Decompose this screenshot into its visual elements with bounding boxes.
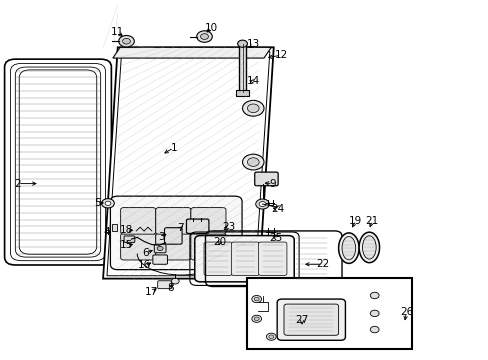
FancyBboxPatch shape [156, 233, 190, 260]
Text: 5: 5 [94, 198, 101, 208]
FancyBboxPatch shape [190, 233, 225, 260]
Circle shape [369, 292, 378, 299]
FancyBboxPatch shape [277, 299, 345, 340]
FancyBboxPatch shape [10, 63, 105, 261]
Circle shape [247, 158, 259, 166]
Text: 25: 25 [269, 233, 282, 243]
FancyBboxPatch shape [156, 208, 190, 234]
Text: 14: 14 [246, 76, 259, 86]
Circle shape [196, 31, 212, 42]
Text: 24: 24 [270, 204, 284, 215]
Ellipse shape [341, 237, 355, 260]
Text: 21: 21 [365, 216, 378, 225]
Text: 11: 11 [111, 27, 124, 37]
Circle shape [200, 34, 208, 40]
Text: 13: 13 [246, 40, 259, 49]
Text: 15: 15 [120, 240, 133, 250]
Circle shape [259, 202, 265, 207]
Text: 16: 16 [138, 260, 151, 270]
FancyBboxPatch shape [254, 172, 278, 186]
Text: 9: 9 [269, 179, 276, 189]
Text: 7: 7 [177, 224, 183, 233]
FancyBboxPatch shape [284, 304, 338, 335]
Circle shape [369, 326, 378, 333]
Circle shape [237, 40, 247, 47]
Text: 12: 12 [274, 50, 287, 60]
Text: 6: 6 [142, 248, 149, 258]
Text: 22: 22 [315, 259, 328, 269]
Bar [235, 90, 249, 96]
Text: 10: 10 [204, 23, 218, 33]
FancyBboxPatch shape [4, 59, 111, 265]
FancyBboxPatch shape [158, 281, 171, 289]
Bar [238, 44, 246, 92]
FancyBboxPatch shape [231, 242, 259, 275]
Text: 1: 1 [170, 143, 177, 153]
Bar [246, 278, 411, 349]
Text: 18: 18 [120, 225, 133, 235]
Circle shape [247, 104, 259, 113]
FancyBboxPatch shape [186, 219, 208, 233]
Circle shape [369, 310, 378, 317]
FancyBboxPatch shape [258, 242, 286, 275]
FancyBboxPatch shape [153, 255, 167, 264]
Text: 8: 8 [167, 283, 173, 293]
Ellipse shape [358, 232, 379, 263]
FancyBboxPatch shape [110, 196, 242, 270]
Circle shape [242, 100, 264, 116]
FancyBboxPatch shape [203, 242, 232, 275]
Text: 20: 20 [213, 237, 226, 247]
FancyBboxPatch shape [121, 208, 156, 234]
Circle shape [102, 199, 114, 208]
Ellipse shape [362, 236, 375, 259]
FancyBboxPatch shape [154, 244, 165, 253]
Circle shape [105, 201, 111, 206]
Circle shape [255, 199, 269, 209]
Circle shape [254, 297, 259, 301]
Text: 19: 19 [348, 216, 362, 225]
Text: 27: 27 [295, 315, 308, 325]
Circle shape [122, 39, 130, 44]
Circle shape [157, 246, 163, 251]
Bar [112, 224, 117, 231]
Circle shape [242, 154, 264, 170]
Ellipse shape [338, 233, 358, 264]
Circle shape [254, 317, 259, 320]
Polygon shape [113, 47, 271, 58]
FancyBboxPatch shape [190, 208, 225, 234]
FancyBboxPatch shape [15, 67, 101, 257]
Text: 4: 4 [103, 227, 110, 237]
FancyBboxPatch shape [19, 70, 97, 254]
FancyBboxPatch shape [164, 228, 182, 244]
Circle shape [251, 315, 261, 322]
FancyBboxPatch shape [124, 236, 135, 242]
Circle shape [251, 296, 261, 303]
FancyBboxPatch shape [194, 235, 294, 282]
Circle shape [119, 36, 134, 47]
Circle shape [266, 333, 276, 340]
Circle shape [171, 278, 179, 284]
Text: 17: 17 [145, 287, 158, 297]
Text: 23: 23 [222, 222, 235, 231]
FancyBboxPatch shape [121, 233, 156, 260]
Text: 3: 3 [158, 232, 164, 242]
Circle shape [268, 335, 273, 338]
Text: 2: 2 [15, 179, 21, 189]
Text: 26: 26 [399, 307, 412, 317]
Polygon shape [103, 47, 273, 279]
